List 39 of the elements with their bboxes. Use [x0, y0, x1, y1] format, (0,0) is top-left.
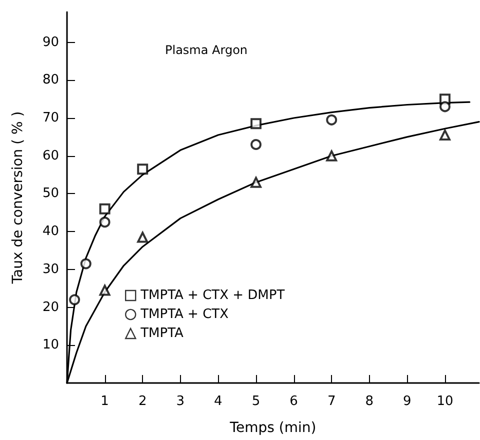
y-tick-label: 10	[42, 338, 59, 353]
x-axis-title: Temps (min)	[228, 420, 316, 436]
point	[439, 101, 450, 112]
x-tick-label: 8	[365, 394, 374, 409]
y-tick-label: 50	[42, 186, 59, 202]
point	[250, 118, 262, 130]
y-tick-label: 20	[42, 300, 59, 315]
point	[99, 284, 110, 296]
y-tick-label: 70	[42, 110, 59, 126]
x-tick-label: 10	[436, 394, 454, 409]
point	[250, 139, 262, 150]
x-tick-label: 9	[403, 394, 412, 409]
y-tick-label: 80	[42, 72, 59, 88]
point	[439, 130, 450, 141]
point	[137, 164, 148, 175]
x-tick-label: 3	[176, 394, 185, 409]
point	[69, 294, 80, 306]
point	[99, 203, 110, 214]
point	[326, 150, 338, 162]
y-tick-label: 40	[42, 224, 59, 240]
y-tick-label: 90	[42, 34, 59, 50]
annotation: Plasma Argon	[165, 43, 248, 57]
point	[99, 216, 110, 228]
x-tick-label: 5	[252, 394, 260, 409]
x-tick-label: 6	[290, 394, 298, 409]
y-tick-label: 60	[42, 148, 59, 164]
point	[80, 258, 92, 270]
legend-label: TMPTA + CTX + DMPT	[140, 288, 285, 303]
y-axis-title: Taux de conversion ( % )	[10, 111, 26, 285]
legend-label: TMPTA + CTX	[140, 307, 229, 322]
x-tick-label: 1	[100, 394, 109, 409]
x-tick-label: 4	[214, 394, 222, 409]
x-tick-label: 2	[138, 394, 147, 409]
point	[250, 176, 262, 188]
legend-label: TMPTA	[140, 326, 184, 341]
point	[326, 114, 338, 126]
x-tick-label: 7	[327, 394, 336, 409]
y-tick-label: 30	[42, 262, 59, 277]
point	[137, 232, 148, 243]
